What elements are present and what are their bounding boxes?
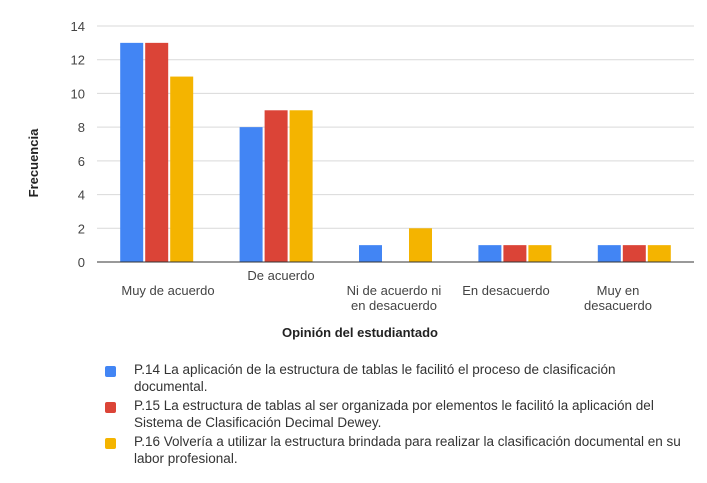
bar-series-3-cat-3 [409, 228, 432, 262]
gridlines [97, 25, 694, 229]
y-axis-title: Frecuencia [26, 128, 41, 197]
x-axis-title: Opinión del estudiantado [282, 325, 438, 340]
y-tick-label: 6 [78, 154, 85, 169]
bar-series-3-cat-2 [289, 110, 313, 263]
x-category-label: Muy en desacuerdo [584, 283, 652, 313]
y-tick-label: 14 [71, 19, 85, 34]
x-category-label: Ni de acuerdo ni en desacuerdo [347, 283, 442, 313]
bar-series-2-cat-5 [622, 245, 646, 262]
y-tick-label: 0 [78, 255, 85, 270]
bar-chart: 0 2 4 6 8 10 12 14 Muy de acuerdo De acuerdo Ni d… [26, 19, 694, 340]
legend: P.14 La aplicación de la estructura de t… [105, 361, 685, 469]
bar-series-1-cat-4 [478, 245, 502, 262]
x-category-label: En desacuerdo [462, 283, 549, 298]
y-tick-label: 4 [78, 188, 85, 203]
bar-series-2-cat-4 [503, 245, 527, 262]
x-category-label: Muy de acuerdo [121, 283, 214, 298]
y-tick-label: 10 [71, 86, 85, 101]
y-tick-labels: 0 2 4 6 8 10 12 14 [71, 19, 85, 270]
bar-series-3-cat-5 [647, 245, 671, 262]
bar-series-1-cat-3 [359, 245, 382, 262]
x-category-label: De acuerdo [247, 268, 314, 283]
legend-item-p14: P.14 La aplicación de la estructura de t… [105, 361, 685, 395]
legend-label-p14: P.14 La aplicación de la estructura de t… [134, 362, 616, 394]
bars [120, 42, 671, 263]
bar-series-1-cat-1 [120, 42, 144, 262]
bar-series-1-cat-2 [239, 127, 263, 263]
bar-series-3-cat-1 [170, 76, 194, 262]
bar-series-1-cat-5 [597, 245, 621, 262]
category-labels: Muy de acuerdo De acuerdo Ni de acuerdo ni… [121, 268, 652, 313]
legend-swatch-p15 [105, 402, 116, 413]
legend-swatch-p16 [105, 438, 116, 449]
y-tick-label: 8 [78, 120, 85, 135]
y-tick-label: 12 [71, 53, 85, 68]
bar-series-3-cat-4 [528, 245, 552, 262]
legend-label-p16: P.16 Volvería a utilizar la estructura b… [134, 434, 681, 466]
y-tick-label: 2 [78, 221, 85, 236]
legend-swatch-p14 [105, 366, 116, 377]
legend-item-p15: P.15 La estructura de tablas al ser orga… [105, 397, 685, 431]
legend-item-p16: P.16 Volvería a utilizar la estructura b… [105, 433, 685, 467]
legend-label-p15: P.15 La estructura de tablas al ser orga… [134, 398, 654, 430]
bar-series-2-cat-1 [145, 42, 169, 262]
bar-series-2-cat-2 [264, 110, 288, 263]
